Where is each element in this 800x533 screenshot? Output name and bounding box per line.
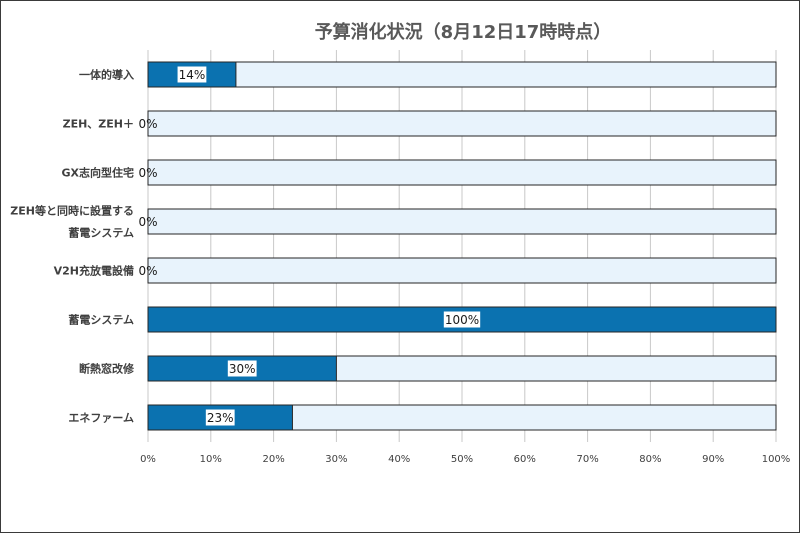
data-label: 0% xyxy=(138,117,157,131)
chart-title: 予算消化状況（8月12日17時時点） xyxy=(314,22,612,43)
x-tick-label: 0% xyxy=(140,454,156,465)
x-tick-label: 70% xyxy=(576,454,598,465)
bar-track xyxy=(147,208,777,235)
x-tick-label: 10% xyxy=(200,454,222,465)
x-tick-label: 40% xyxy=(388,454,410,465)
data-label: 100% xyxy=(445,313,479,327)
category-label: GX志向型住宅 xyxy=(61,166,134,180)
data-label: 23% xyxy=(207,411,234,425)
data-label: 0% xyxy=(138,166,157,180)
bar-track xyxy=(147,159,777,186)
data-label: 14% xyxy=(179,68,206,82)
bar-track xyxy=(147,257,777,284)
category-label: 断熱窓改修 xyxy=(79,362,135,376)
data-label: 0% xyxy=(138,215,157,229)
data-label-box xyxy=(177,66,207,83)
category-label: 蓄電システム xyxy=(68,313,134,327)
x-tick-label: 90% xyxy=(702,454,724,465)
category-label: エネファーム xyxy=(68,412,134,425)
category-label: 蓄電システム xyxy=(68,226,134,240)
category-label: ZEH等と同時に設置する xyxy=(10,204,134,218)
category-label: ZEH、ZEH＋ xyxy=(63,118,134,131)
x-tick-label: 20% xyxy=(262,454,284,465)
x-tick-label: 100% xyxy=(762,454,791,465)
data-label-box xyxy=(227,360,257,377)
data-label: 30% xyxy=(229,362,256,376)
data-label-box xyxy=(443,311,481,328)
x-tick-label: 30% xyxy=(325,454,347,465)
data-label: 0% xyxy=(138,264,157,278)
x-tick-label: 80% xyxy=(639,454,661,465)
x-tick-label: 50% xyxy=(451,454,473,465)
bar-track xyxy=(147,110,777,137)
category-label: 一体的導入 xyxy=(79,68,134,82)
bar-track xyxy=(147,61,777,88)
data-label-box xyxy=(205,409,235,426)
category-label: V2H充放電設備 xyxy=(54,264,134,278)
x-tick-label: 60% xyxy=(514,454,536,465)
